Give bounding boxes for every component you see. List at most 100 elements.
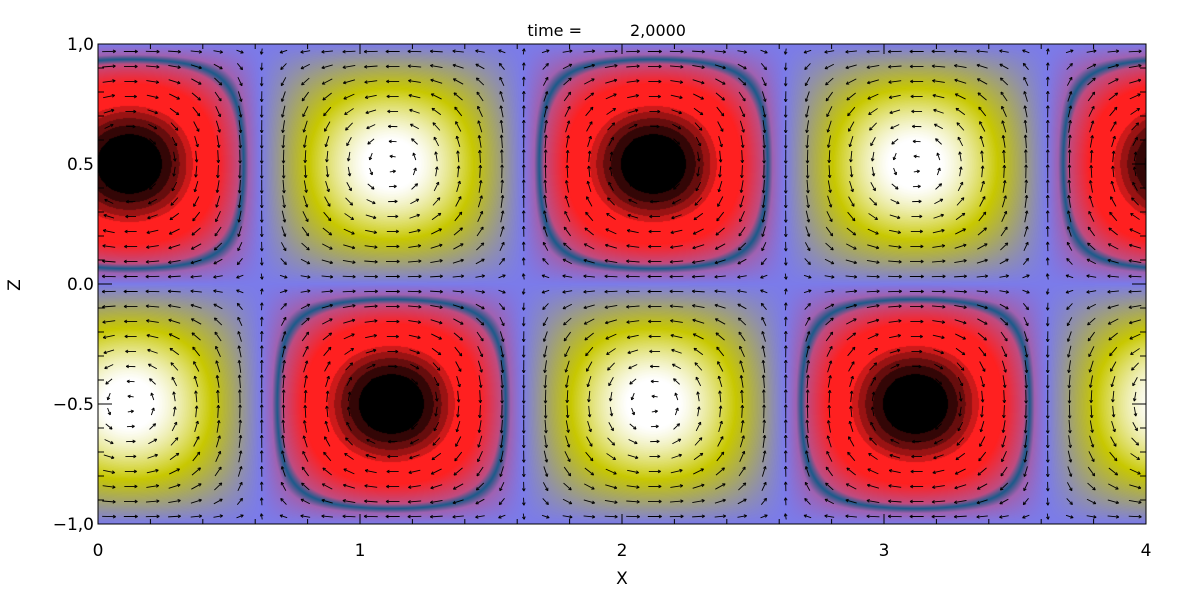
vector-arrow (433, 136, 440, 147)
vector-arrow (430, 304, 443, 309)
vector-arrow (145, 304, 160, 308)
vector-arrow (827, 375, 832, 388)
vector-arrow (172, 151, 177, 162)
vector-arrow (648, 334, 661, 339)
vector-arrow (237, 91, 243, 102)
vector-arrow (1107, 243, 1119, 250)
vector-arrow (867, 468, 879, 475)
vector-arrow (101, 289, 116, 294)
vector-arrow (542, 76, 549, 86)
vector-arrow (910, 469, 923, 474)
vector-arrow (1022, 62, 1029, 70)
vector-arrow (104, 364, 114, 370)
vector-arrow (386, 469, 399, 474)
vector-arrow (740, 420, 745, 433)
vector-arrow (737, 289, 747, 293)
vector-arrow (364, 274, 378, 279)
vector-arrow (434, 406, 438, 417)
vector-arrow (150, 407, 155, 416)
vector-arrow (344, 347, 355, 355)
vector-arrow (932, 93, 945, 99)
vector-arrow (893, 167, 898, 176)
vector-arrow (544, 419, 548, 434)
vector-arrow (912, 364, 922, 369)
vector-arrow (236, 497, 243, 505)
vector-arrow (714, 49, 727, 54)
vector-arrow (364, 245, 378, 249)
vector-arrow (669, 304, 684, 308)
vector-arrow (477, 195, 483, 208)
vector-arrow (1108, 483, 1119, 490)
vector-arrow (407, 259, 422, 263)
vector-arrow (213, 303, 223, 310)
vector-arrow (280, 481, 287, 491)
vector-arrow (935, 378, 943, 385)
vector-field (101, 48, 1142, 520)
vector-arrow (236, 289, 244, 294)
vector-arrow (1045, 194, 1050, 208)
vector-arrow (476, 91, 484, 102)
vector-arrow (783, 210, 788, 223)
vector-arrow (608, 422, 614, 432)
vector-arrow (430, 64, 443, 69)
vector-arrow (845, 64, 857, 70)
vector-arrow (849, 390, 854, 403)
vector-arrow (1111, 421, 1116, 433)
vector-arrow (190, 303, 202, 309)
vector-arrow (368, 407, 373, 416)
vector-arrow (1066, 331, 1072, 342)
vector-arrow (1111, 165, 1115, 178)
vector-arrow (911, 349, 923, 354)
vector-arrow (172, 406, 177, 417)
vector-arrow (783, 226, 788, 238)
vector-arrow (342, 289, 356, 294)
vector-arrow (931, 64, 946, 68)
vector-arrow (826, 120, 832, 133)
vector-arrow (409, 213, 420, 219)
vector-arrow (871, 391, 876, 402)
vector-arrow (669, 289, 684, 294)
vector-arrow (803, 514, 812, 519)
vector-arrow (363, 514, 378, 519)
vector-arrow (976, 514, 988, 519)
vector-arrow (1002, 149, 1006, 163)
vector-arrow (1066, 258, 1073, 265)
vector-arrow (955, 347, 966, 356)
vector-arrow (761, 374, 766, 389)
vector-arrow (407, 64, 422, 68)
vector-arrow (238, 149, 242, 164)
vector-arrow (542, 241, 549, 251)
vector-arrow (259, 404, 264, 419)
vector-arrow (867, 333, 879, 340)
vector-arrow (604, 64, 618, 68)
vector-arrow (126, 124, 136, 129)
vector-arrow (1108, 467, 1119, 476)
vector-arrow (847, 211, 856, 222)
vector-arrow (475, 498, 485, 505)
vector-arrow (237, 466, 243, 477)
vector-arrow (433, 421, 440, 432)
vector-arrow (563, 466, 572, 477)
vector-arrow (1088, 180, 1093, 193)
vector-arrow (321, 514, 333, 519)
vector-arrow (954, 78, 967, 84)
vector-arrow (650, 439, 660, 444)
vector-arrow (586, 196, 593, 207)
vector-arrow (124, 334, 137, 339)
vector-arrow (499, 241, 505, 251)
vector-arrow (300, 514, 311, 518)
vector-arrow (912, 199, 922, 204)
vector-arrow (848, 121, 855, 132)
vector-arrow (1066, 76, 1073, 86)
vector-arrow (738, 77, 747, 86)
vector-arrow (542, 63, 549, 70)
vector-arrow (1086, 515, 1097, 519)
vector-arrow (521, 466, 526, 478)
vector-arrow (106, 392, 111, 401)
vector-arrow (215, 211, 221, 223)
vector-arrow (363, 49, 378, 54)
vector-arrow (648, 484, 662, 489)
vector-arrow (147, 453, 158, 459)
vector-arrow (280, 316, 287, 326)
vector-arrow (280, 303, 287, 310)
